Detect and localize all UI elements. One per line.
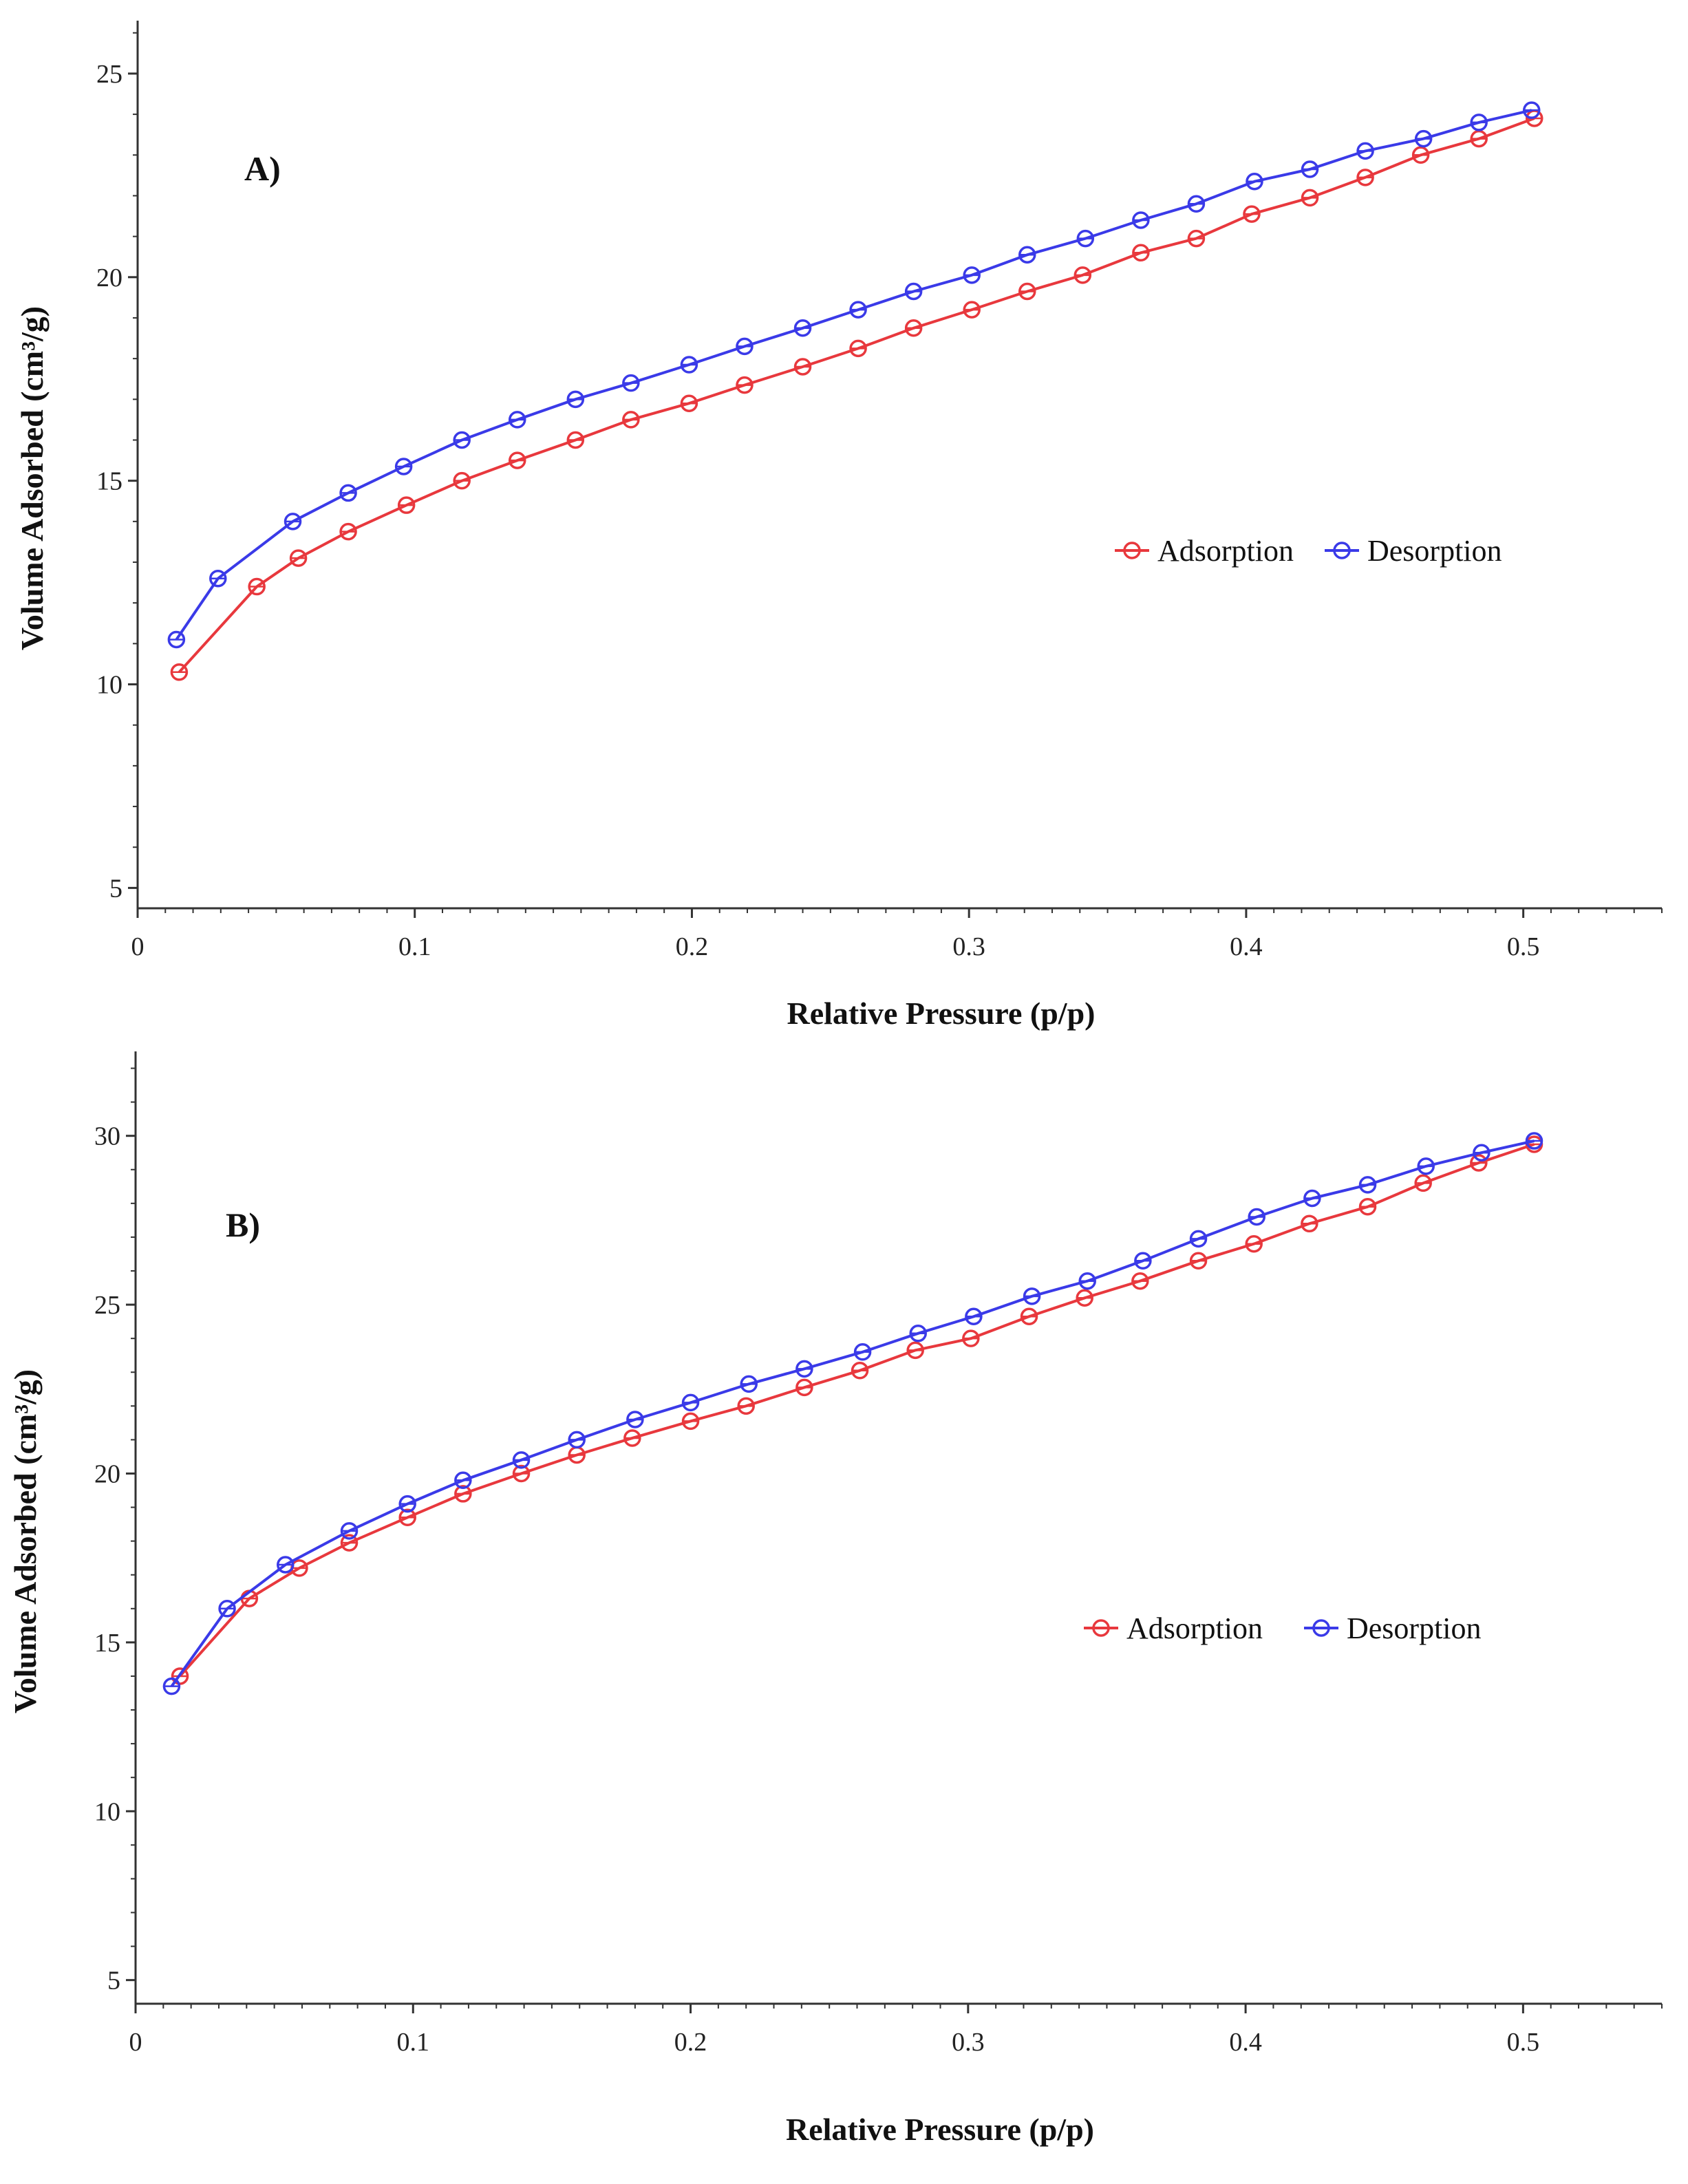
x-tick-label: 0.4	[1229, 2028, 1262, 2057]
legend-marker-adsorption	[1123, 542, 1141, 559]
x-tick-label: 0.5	[1507, 932, 1540, 961]
x-axis-title: Relative Pressure (p/p)	[786, 2112, 1094, 2147]
legend: Adsorption Desorption	[1115, 534, 1502, 568]
y-tick-label: 10	[94, 1797, 120, 1826]
legend-label-adsorption: Adsorption	[1157, 534, 1294, 568]
y-tick-label: 25	[94, 1291, 120, 1320]
chart-panel-a: 5 10 15 20 25 0 0.1 0.2 0.3 0.4 0.5 Relative Pressu…	[14, 21, 1663, 1031]
x-tick-label: 0.1	[398, 932, 431, 961]
y-tick-label: 20	[94, 1459, 120, 1488]
y-tick-label: 10	[96, 671, 122, 700]
x-tick-label: 0	[131, 932, 145, 961]
legend-label-desorption: Desorption	[1367, 534, 1502, 568]
y-tick-label: 25	[96, 60, 122, 89]
y-tick-label: 20	[96, 264, 122, 292]
x-tick-label: 0	[129, 2028, 142, 2057]
x-tick-label: 0.2	[674, 2028, 707, 2057]
chart-panel-b: 5 10 15 20 25 30 0 0.1 0.2 0.3 0.4 0.5 Relative Pres…	[8, 1051, 1663, 2147]
legend-label-desorption: Desorption	[1347, 1612, 1482, 1645]
y-tick-label: 15	[94, 1629, 120, 1658]
y-tick-label: 5	[107, 1967, 120, 1995]
panel-label: B)	[226, 1206, 260, 1244]
legend-marker-adsorption	[1092, 1619, 1110, 1637]
x-tick-label: 0.5	[1507, 2028, 1540, 2057]
y-tick-label: 5	[109, 874, 122, 903]
y-tick-label: 30	[94, 1122, 120, 1151]
x-axis-title: Relative Pressure (p/p)	[787, 996, 1095, 1031]
legend: Adsorption Desorption	[1084, 1612, 1482, 1645]
x-tick-label: 0.4	[1230, 932, 1263, 961]
panel-label: A)	[244, 149, 281, 188]
x-tick-label: 0.3	[952, 932, 985, 961]
y-tick-label: 15	[96, 467, 122, 496]
legend-label-adsorption: Adsorption	[1126, 1612, 1263, 1645]
legend-marker-desorption	[1312, 1619, 1330, 1637]
y-axis-title: Volume Adsorbed (cm³/g)	[14, 306, 50, 650]
x-tick-label: 0.3	[952, 2028, 985, 2057]
y-axis-title: Volume Adsorbed (cm³/g)	[8, 1369, 43, 1713]
x-tick-label: 0.2	[676, 932, 709, 961]
legend-marker-desorption	[1333, 542, 1351, 559]
x-tick-label: 0.1	[397, 2028, 430, 2057]
